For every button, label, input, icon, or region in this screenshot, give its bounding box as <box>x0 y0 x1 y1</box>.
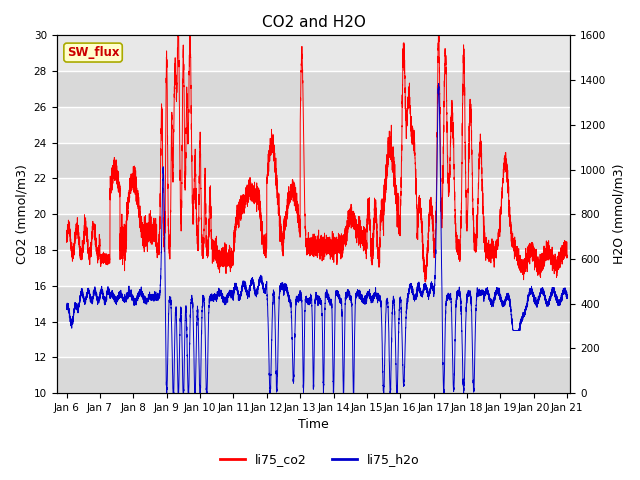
X-axis label: Time: Time <box>298 419 329 432</box>
Text: SW_flux: SW_flux <box>67 46 119 59</box>
Bar <box>56 143 570 179</box>
Bar <box>56 71 570 107</box>
Bar <box>56 214 570 250</box>
Bar <box>56 286 570 322</box>
Y-axis label: H2O (mmol/m3): H2O (mmol/m3) <box>612 164 625 264</box>
Legend: li75_co2, li75_h2o: li75_co2, li75_h2o <box>215 448 425 471</box>
Y-axis label: CO2 (mmol/m3): CO2 (mmol/m3) <box>15 164 28 264</box>
Bar <box>56 357 570 393</box>
Title: CO2 and H2O: CO2 and H2O <box>262 15 365 30</box>
